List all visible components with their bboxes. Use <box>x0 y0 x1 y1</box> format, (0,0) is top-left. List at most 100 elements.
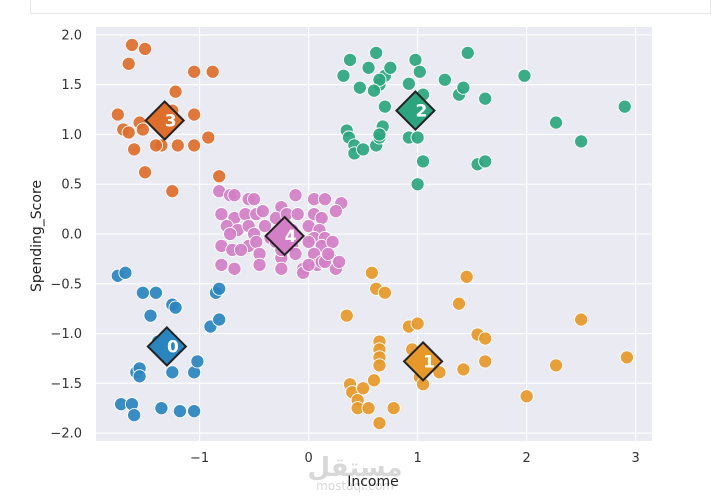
x-tick-labels: −1 0 1 2 3 <box>190 451 640 466</box>
cluster-2-point <box>478 91 493 106</box>
cluster-2-point <box>369 45 384 60</box>
cluster-2-point <box>416 154 431 169</box>
y-tick-label: −0.5 <box>50 277 82 292</box>
y-tick-label: 0.5 <box>61 178 82 193</box>
cluster-2-point <box>366 83 382 98</box>
cluster-1-label: 1 <box>423 352 435 372</box>
cluster-0-point <box>172 404 187 419</box>
cluster-2-point <box>456 80 471 95</box>
cluster-3-label: 3 <box>165 112 177 132</box>
cluster-2-point <box>460 45 475 60</box>
cluster-4-point <box>290 207 305 222</box>
y-tick-label: 1.5 <box>61 78 82 93</box>
cluster-1-point <box>410 316 425 331</box>
cluster-3-point <box>121 56 136 71</box>
cluster-3-point <box>187 64 202 79</box>
cluster-0-point <box>165 365 180 380</box>
cluster-2-point <box>383 60 398 75</box>
cluster-4-point <box>249 234 264 250</box>
cluster-1-point <box>619 350 634 365</box>
cluster-2-point <box>549 115 564 130</box>
cluster-4-point <box>301 234 316 250</box>
cluster-4-point <box>214 257 229 272</box>
cluster-1-point <box>372 358 387 373</box>
cluster-centroids: 0 1 2 3 4 <box>144 90 444 382</box>
cluster-3-point <box>138 41 153 56</box>
x-tick-label: 0 <box>304 451 312 466</box>
cluster-0-point <box>118 265 133 280</box>
cluster-2-point <box>342 52 358 67</box>
cluster-2-point <box>336 68 351 83</box>
cluster-4-point <box>223 226 238 242</box>
cluster-0-point <box>212 281 227 296</box>
cluster-1-point <box>478 354 493 369</box>
cluster-1-point <box>377 285 392 300</box>
cluster-1-point <box>432 365 447 380</box>
cluster-2-point <box>437 72 452 87</box>
cluster-4-point <box>321 246 336 261</box>
cluster-1-point <box>456 362 471 377</box>
cluster-3-point <box>148 138 164 153</box>
cluster-4-point <box>288 188 303 203</box>
cluster-1-point <box>478 331 493 346</box>
x-tick-label: 3 <box>632 451 640 466</box>
cluster-1-point <box>361 401 376 416</box>
y-axis-title: Spending_Score <box>29 180 45 292</box>
cluster-1-point <box>451 296 467 311</box>
watermark-url: mostaql.com <box>316 479 394 493</box>
cluster-3-point <box>187 107 202 122</box>
cluster-2-point <box>372 127 387 142</box>
cluster-2-point <box>412 64 427 79</box>
cluster-4-point <box>314 211 329 226</box>
cluster-0-point <box>148 285 164 300</box>
cluster-4-point <box>325 234 340 250</box>
cluster-3-point <box>170 138 185 153</box>
y-tick-label: −2.0 <box>50 427 82 442</box>
cluster-1-point <box>459 269 474 284</box>
y-tick-labels: −2.0 −1.5 −1.0 −0.5 0.0 0.5 1.0 1.5 2.0 <box>50 28 82 441</box>
cluster-2-label: 2 <box>416 102 428 122</box>
cluster-2-point <box>408 52 423 67</box>
cluster-1-point <box>549 358 564 373</box>
cluster-0-point <box>135 285 150 300</box>
cluster-0-point <box>168 300 183 315</box>
cluster-2-centroid <box>395 90 436 132</box>
cluster-0-point <box>190 354 205 369</box>
cluster-4-point <box>227 261 242 276</box>
cluster-4-point <box>288 246 303 261</box>
cluster-3-point <box>201 130 216 145</box>
cluster-4-point <box>301 257 316 272</box>
y-tick-label: −1.0 <box>50 327 82 342</box>
cluster-4-point <box>274 261 289 276</box>
y-tick-label: 0.0 <box>61 228 82 243</box>
cluster-0-point <box>212 312 227 327</box>
cluster-0-point <box>154 401 169 416</box>
cluster-0-point <box>132 369 147 384</box>
cluster-4-centroid <box>264 215 306 257</box>
cluster-1-point <box>519 389 534 404</box>
cluster-0-label: 0 <box>167 337 179 357</box>
cluster-0-centroid <box>146 326 188 367</box>
cluster-2-point <box>410 130 425 145</box>
cluster-1-point <box>372 416 387 431</box>
cluster-3-centroid <box>144 100 186 141</box>
cluster-4-point <box>255 204 270 219</box>
cluster-1-point <box>574 312 589 327</box>
cluster-2-point <box>377 99 392 114</box>
cluster-2-point <box>356 142 371 157</box>
cluster-1-point <box>366 373 382 388</box>
cluster-4-point <box>317 192 332 207</box>
cluster-3-point <box>110 107 125 122</box>
cluster-4-label: 4 <box>285 227 297 247</box>
y-tick-label: 1.0 <box>61 128 82 143</box>
cluster-3-point <box>168 84 183 99</box>
cluster-1-point <box>339 308 354 323</box>
cluster-4-point <box>328 204 343 219</box>
cluster-4-point <box>252 257 267 272</box>
x-axis-title: Income <box>347 474 399 490</box>
cluster-3-point <box>124 37 140 52</box>
y-tick-label: 2.0 <box>61 28 82 43</box>
cluster-2-point <box>478 154 493 169</box>
y-tick-label: −1.5 <box>50 377 82 392</box>
cluster-4-point <box>227 188 242 203</box>
